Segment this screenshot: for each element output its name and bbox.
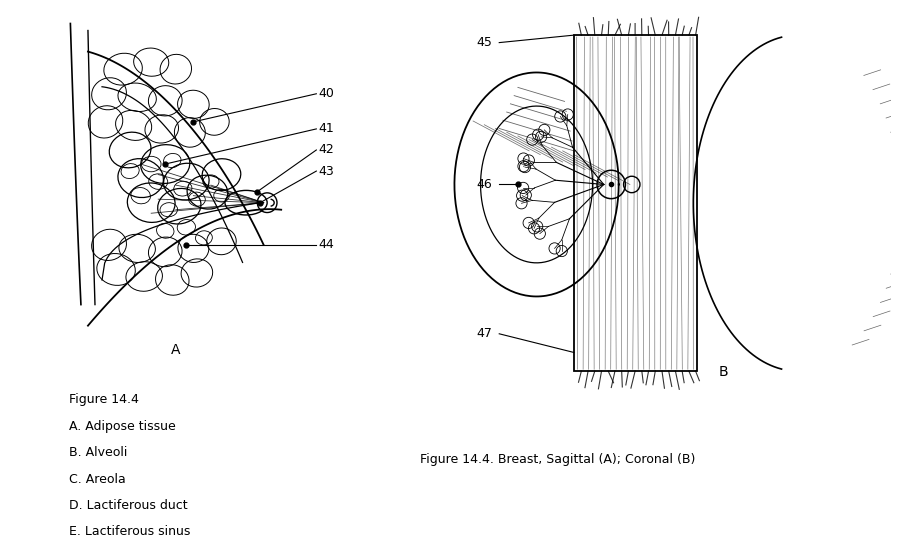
Text: E. Lactiferous sinus: E. Lactiferous sinus [69, 525, 190, 539]
Text: 40: 40 [318, 87, 334, 100]
Text: D. Lactiferous duct: D. Lactiferous duct [69, 499, 187, 512]
Text: 43: 43 [318, 165, 334, 177]
Text: 41: 41 [318, 122, 334, 136]
Text: A. Adipose tissue: A. Adipose tissue [69, 420, 175, 433]
Text: B. Alveoli: B. Alveoli [69, 446, 127, 460]
Text: A: A [171, 343, 181, 357]
Text: Figure 14.4. Breast, Sagittal (A); Coronal (B): Figure 14.4. Breast, Sagittal (A); Coron… [420, 453, 696, 466]
Text: Figure 14.4: Figure 14.4 [69, 393, 138, 406]
Text: 42: 42 [318, 143, 334, 156]
Bar [574, 35, 697, 371]
Text: B: B [718, 365, 728, 379]
Text: 46: 46 [476, 178, 492, 191]
Text: 45: 45 [476, 36, 492, 49]
Text: 47: 47 [476, 327, 492, 340]
Text: C. Areola: C. Areola [69, 473, 125, 486]
Text: 44: 44 [318, 238, 334, 251]
